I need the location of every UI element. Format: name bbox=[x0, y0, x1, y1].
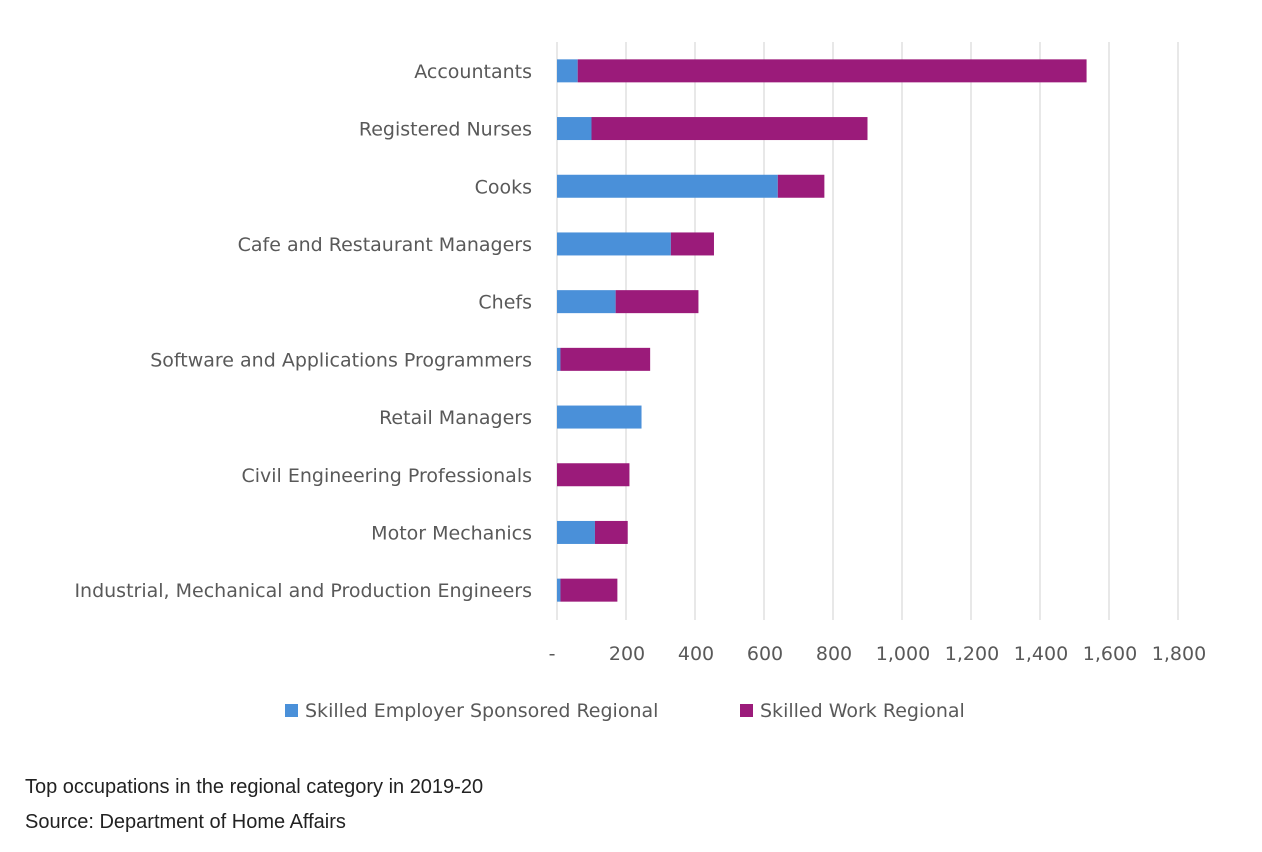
bar-segment-employer-sponsored bbox=[557, 117, 592, 141]
x-tick-label: 1,400 bbox=[1014, 643, 1068, 665]
category-label: Accountants bbox=[414, 61, 532, 83]
category-label: Retail Managers bbox=[379, 407, 532, 429]
category-label: Motor Mechanics bbox=[371, 522, 532, 544]
category-label: Software and Applications Programmers bbox=[150, 349, 532, 371]
bar-segment-work-regional bbox=[615, 290, 699, 314]
bar-segment-employer-sponsored bbox=[557, 520, 595, 544]
category-label: Cooks bbox=[475, 176, 532, 198]
category-label: Cafe and Restaurant Managers bbox=[238, 234, 532, 256]
legend: Skilled Employer Sponsored Regional Skill… bbox=[285, 700, 965, 722]
category-label: Industrial, Mechanical and Production En… bbox=[74, 580, 532, 602]
legend-swatch bbox=[740, 704, 753, 717]
x-tick-label: 1,200 bbox=[945, 643, 999, 665]
caption-title: Top occupations in the regional category… bbox=[25, 776, 484, 798]
x-tick-label: 600 bbox=[747, 643, 783, 665]
bars bbox=[557, 59, 1087, 602]
bar-segment-employer-sponsored bbox=[557, 405, 642, 429]
legend-label: Skilled Work Regional bbox=[760, 700, 965, 722]
legend-label: Skilled Employer Sponsored Regional bbox=[305, 700, 658, 722]
bar-segment-employer-sponsored bbox=[557, 232, 671, 256]
bar-segment-work-regional bbox=[560, 578, 618, 602]
bar-segment-employer-sponsored bbox=[557, 578, 561, 602]
bar-segment-employer-sponsored bbox=[557, 347, 561, 371]
bar-segment-work-regional bbox=[594, 520, 628, 544]
x-tick-label: 1,800 bbox=[1152, 643, 1206, 665]
bar-segment-work-regional bbox=[577, 59, 1087, 83]
category-label: Civil Engineering Professionals bbox=[241, 465, 532, 487]
bar-segment-work-regional bbox=[777, 174, 825, 198]
caption-source: Source: Department of Home Affairs bbox=[25, 811, 346, 833]
category-label: Registered Nurses bbox=[359, 119, 532, 141]
x-tick-label: 400 bbox=[678, 643, 714, 665]
category-label: Chefs bbox=[478, 292, 532, 314]
x-tick-label: 1,000 bbox=[876, 643, 930, 665]
stacked-bar-chart: Accountants Registered Nurses Cooks Cafe an… bbox=[74, 42, 1207, 722]
x-tick-label: 800 bbox=[816, 643, 852, 665]
legend-swatch bbox=[285, 704, 298, 717]
bar-segment-employer-sponsored bbox=[557, 174, 778, 198]
bar-segment-work-regional bbox=[670, 232, 714, 256]
x-tick-label: - bbox=[549, 643, 556, 665]
bar-segment-work-regional bbox=[557, 463, 630, 487]
x-tick-label: 200 bbox=[609, 643, 645, 665]
bar-segment-work-regional bbox=[591, 117, 868, 141]
category-labels: Accountants Registered Nurses Cooks Cafe an… bbox=[74, 61, 532, 602]
x-axis-ticks: - 200 400 600 800 1,000 1,200 1,400 1,600 1,800 bbox=[549, 643, 1207, 665]
x-tick-label: 1,600 bbox=[1083, 643, 1137, 665]
bar-segment-employer-sponsored bbox=[557, 290, 616, 314]
bar-segment-work-regional bbox=[560, 347, 651, 371]
bar-segment-employer-sponsored bbox=[557, 59, 578, 83]
